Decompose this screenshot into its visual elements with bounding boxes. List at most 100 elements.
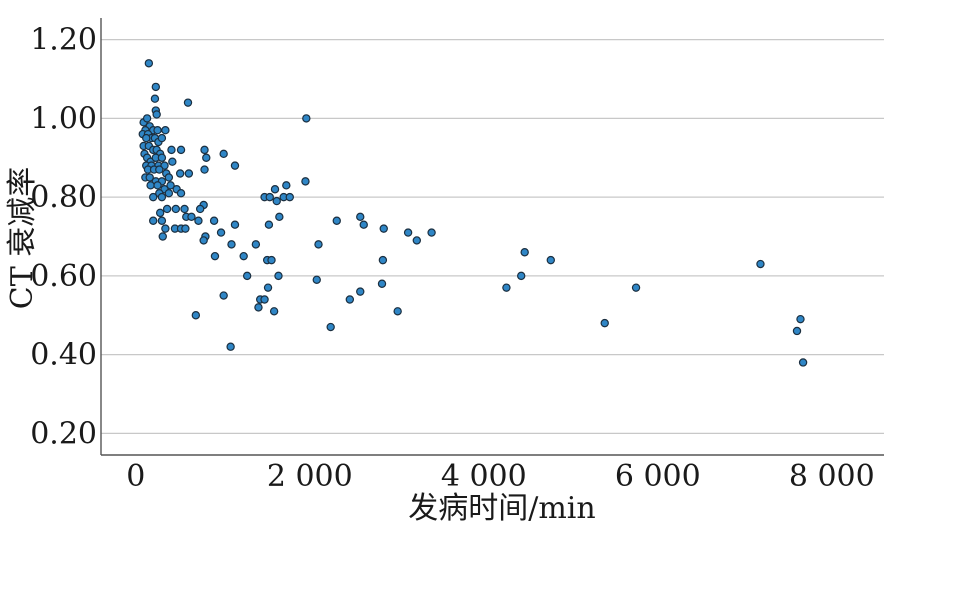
- data-point: [168, 157, 177, 166]
- data-point: [158, 232, 167, 241]
- data-point: [285, 192, 294, 202]
- x-tick-label: 0: [126, 459, 145, 494]
- data-point: [176, 145, 186, 155]
- data-point: [148, 192, 158, 202]
- data-point: [345, 295, 355, 304]
- data-point: [175, 169, 185, 178]
- y-axis-title: CT 衰减率: [5, 167, 40, 310]
- y-tick-label: 0.20: [30, 416, 97, 451]
- y-tick-label: 1.20: [30, 23, 97, 58]
- data-point: [167, 145, 176, 155]
- data-point: [356, 212, 365, 222]
- data-point: [301, 177, 310, 186]
- data-point: [631, 283, 641, 292]
- data-point: [187, 212, 196, 222]
- data-point: [270, 185, 280, 194]
- x-tick-label: 2 000: [267, 459, 353, 494]
- data-point: [150, 94, 160, 103]
- data-point: [796, 314, 805, 324]
- x-tick-label: 8 000: [789, 459, 875, 494]
- data-point: [157, 133, 167, 143]
- data-point: [161, 126, 170, 135]
- data-point: [272, 196, 281, 206]
- data-point: [153, 126, 162, 135]
- data-point: [148, 216, 158, 225]
- data-point: [152, 110, 161, 119]
- data-point: [146, 181, 155, 190]
- data-point: [166, 181, 175, 190]
- data-point: [242, 271, 252, 281]
- data-point: [202, 153, 211, 162]
- data-point: [260, 295, 269, 304]
- data-point: [184, 169, 194, 178]
- x-tick-label: 6 000: [615, 459, 701, 494]
- data-point: [164, 188, 174, 198]
- data-point: [792, 326, 802, 336]
- data-point: [302, 114, 311, 123]
- data-point: [265, 192, 274, 202]
- data-point: [356, 287, 365, 296]
- data-point: [269, 307, 279, 316]
- data-point: [183, 98, 193, 107]
- data-point: [171, 204, 181, 214]
- data-point: [312, 275, 321, 285]
- data-point: [517, 271, 526, 281]
- data-point: [195, 204, 205, 214]
- data-point: [194, 216, 203, 225]
- data-point: [155, 208, 165, 218]
- data-point: [378, 255, 388, 265]
- data-point: [326, 322, 335, 332]
- axes: [100, 18, 884, 456]
- data-point: [251, 240, 261, 249]
- data-point: [209, 216, 219, 225]
- data-point: [219, 149, 228, 159]
- data-point: [191, 311, 201, 320]
- data-point: [264, 220, 274, 229]
- data-point: [275, 212, 284, 222]
- data-point: [756, 259, 765, 269]
- data-point: [379, 224, 388, 233]
- data-point: [145, 173, 154, 182]
- y-tick-label: 0.60: [30, 259, 97, 294]
- y-tick-labels: 0.20 0.40 0.60 0.80 1.00 1.20: [30, 23, 97, 452]
- data-point: [412, 236, 422, 245]
- data-point: [161, 224, 170, 233]
- y-tick-label: 0.80: [30, 180, 97, 215]
- grid-lines: [101, 39, 884, 434]
- data-point: [226, 342, 235, 351]
- data-point: [502, 283, 511, 292]
- data-point: [267, 255, 276, 265]
- data-point: [377, 279, 387, 288]
- data-point: [798, 358, 808, 367]
- data-point: [142, 133, 151, 143]
- data-point: [155, 165, 164, 174]
- y-tick-label: 0.40: [30, 338, 97, 373]
- data-point: [157, 216, 167, 225]
- data-point: [403, 228, 413, 237]
- data-point: [151, 82, 161, 92]
- data-point: [393, 307, 402, 316]
- data-point: [230, 220, 240, 229]
- y-tick-label: 1.00: [30, 101, 97, 136]
- data-point: [157, 153, 167, 162]
- data-point: [176, 188, 186, 198]
- data-point: [600, 318, 609, 328]
- x-tick-label: 4 000: [441, 459, 527, 494]
- data-point: [332, 216, 341, 225]
- data-points: [138, 59, 808, 367]
- data-point: [199, 236, 208, 245]
- data-point: [200, 165, 209, 174]
- data-point: [546, 255, 555, 265]
- data-point: [142, 114, 152, 123]
- data-point: [144, 59, 154, 68]
- data-point: [153, 181, 162, 190]
- data-point: [164, 173, 174, 182]
- data-point: [227, 240, 236, 249]
- data-point: [520, 248, 529, 257]
- data-point: [254, 303, 263, 312]
- data-point: [263, 283, 273, 292]
- data-point: [359, 220, 368, 229]
- data-point: [216, 228, 226, 237]
- data-point: [314, 240, 323, 249]
